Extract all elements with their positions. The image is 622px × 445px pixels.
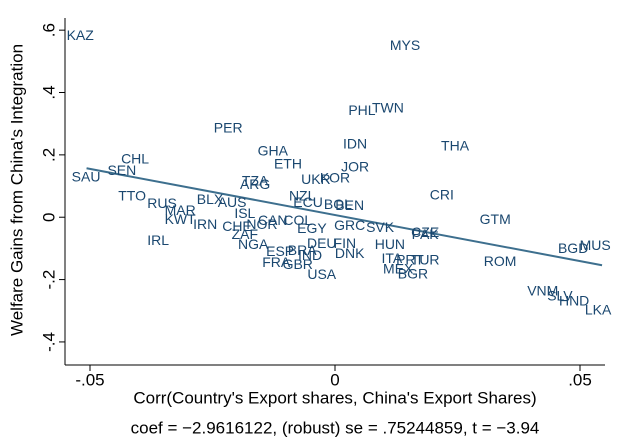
note: coef = −2.9616122, (robust) se = .752448… xyxy=(131,418,540,437)
y-tick-label: .6 xyxy=(39,23,58,37)
point-label: MEX xyxy=(383,260,414,276)
point-label: IDN xyxy=(343,136,367,152)
x-axis-title: Corr(Country's Export shares, China's Ex… xyxy=(133,388,536,407)
point-label: CAN xyxy=(258,212,288,228)
x-tick-label: -.05 xyxy=(75,370,104,389)
point-label: RUS xyxy=(147,195,177,211)
point-label: PRT xyxy=(396,251,424,267)
point-label: AUS xyxy=(218,194,247,210)
fit-line xyxy=(86,167,603,267)
point-label: FRA xyxy=(262,254,291,270)
point-label: ZAF xyxy=(232,226,258,242)
point-label: NZL xyxy=(289,188,316,204)
point-label: MAR xyxy=(165,202,196,218)
point-label: CHL xyxy=(121,151,149,167)
point-label: TZA xyxy=(242,173,269,189)
point-label: ECU xyxy=(293,194,323,210)
point-label: SVK xyxy=(366,219,395,235)
point-label: BLX xyxy=(197,191,224,207)
point-label: VNM xyxy=(527,282,558,298)
point-label: GHA xyxy=(258,142,289,158)
point-label: ROM xyxy=(484,253,517,269)
point-label: ITA xyxy=(381,250,402,266)
point-label: SAU xyxy=(72,169,101,185)
point-label: IND xyxy=(298,247,322,263)
y-tick-label: -.4 xyxy=(39,332,58,352)
point-label: GTM xyxy=(480,211,511,227)
point-label: IRN xyxy=(193,216,217,232)
point-label: BGR xyxy=(398,265,428,281)
point-label: FIN xyxy=(334,235,357,251)
point-label: SLV xyxy=(547,287,573,303)
point-label: KAZ xyxy=(67,27,95,43)
point-label: BGD xyxy=(558,240,588,256)
point-label: COL xyxy=(283,212,312,228)
point-label: TTO xyxy=(118,188,146,204)
point-label: DNK xyxy=(335,245,365,261)
point-label: ETH xyxy=(274,156,302,172)
point-label: PHL xyxy=(348,102,375,118)
y-tick-label: -.2 xyxy=(39,270,58,290)
point-label: KOR xyxy=(320,170,350,186)
point-label: NOR xyxy=(246,216,277,232)
point-label: USA xyxy=(307,266,336,282)
x-tick-label: 0 xyxy=(330,370,339,389)
point-label: ISL xyxy=(234,205,255,221)
point-label: TUR xyxy=(411,251,440,267)
point-label: GBR xyxy=(283,256,313,272)
point-label: KWT xyxy=(165,211,197,227)
point-label: GRC xyxy=(334,217,365,233)
point-label: MYS xyxy=(390,37,420,53)
point-label: PER xyxy=(214,119,243,135)
point-label: SEN xyxy=(107,162,136,178)
point-label: ESP xyxy=(266,243,294,259)
point-label: LKA xyxy=(585,301,612,317)
point-label: CHE xyxy=(222,218,252,234)
point-label: BRA xyxy=(288,242,317,258)
point-label: BOL xyxy=(324,196,352,212)
point-label: TWN xyxy=(372,99,404,115)
x-tick-label: .05 xyxy=(568,370,592,389)
point-label: JOR xyxy=(341,159,369,175)
point-label: CRI xyxy=(430,187,454,203)
point-label: NGA xyxy=(238,236,269,252)
point-label: THA xyxy=(441,137,470,153)
point-label: MUS xyxy=(580,237,611,253)
y-tick-label: 0 xyxy=(39,212,58,221)
y-axis-title: Welfare Gains from China's Integration xyxy=(7,44,26,336)
point-label: BEN xyxy=(335,197,364,213)
point-label: ARG xyxy=(240,176,270,192)
point-label: HND xyxy=(559,292,589,308)
y-tick-label: .4 xyxy=(39,85,58,99)
point-label: CZE xyxy=(411,224,439,240)
point-label: DEU xyxy=(307,235,337,251)
point-label: IRL xyxy=(147,232,169,248)
y-tick-label: .2 xyxy=(39,148,58,162)
point-label: HUN xyxy=(375,236,405,252)
point-label: UKR xyxy=(301,171,331,187)
point-label: EGY xyxy=(297,220,327,236)
point-label: PAK xyxy=(412,226,440,242)
